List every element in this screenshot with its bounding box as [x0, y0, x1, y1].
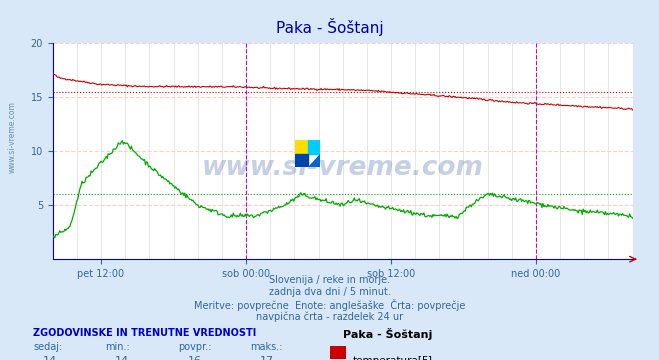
Bar [295, 154, 308, 167]
Bar [295, 140, 308, 154]
Text: Paka - Šoštanj: Paka - Šoštanj [343, 328, 432, 340]
Text: zadnja dva dni / 5 minut.: zadnja dva dni / 5 minut. [269, 287, 390, 297]
Text: www.si-vreme.com: www.si-vreme.com [202, 156, 484, 181]
Text: povpr.:: povpr.: [178, 342, 212, 352]
Text: sedaj:: sedaj: [33, 342, 62, 352]
Bar [308, 140, 320, 154]
Text: navpična črta - razdelek 24 ur: navpična črta - razdelek 24 ur [256, 311, 403, 321]
Text: Paka - Šoštanj: Paka - Šoštanj [275, 18, 384, 36]
Text: 16: 16 [187, 356, 202, 360]
Text: 14: 14 [42, 356, 57, 360]
Text: Meritve: povprečne  Enote: anglešaške  Črta: povprečje: Meritve: povprečne Enote: anglešaške Črt… [194, 299, 465, 311]
Text: 17: 17 [260, 356, 274, 360]
Text: ZGODOVINSKE IN TRENUTNE VREDNOSTI: ZGODOVINSKE IN TRENUTNE VREDNOSTI [33, 328, 256, 338]
Text: Slovenija / reke in morje.: Slovenija / reke in morje. [269, 275, 390, 285]
Text: temperatura[F]: temperatura[F] [353, 356, 432, 360]
Text: min.:: min.: [105, 342, 130, 352]
Text: maks.:: maks.: [250, 342, 283, 352]
Polygon shape [308, 154, 320, 167]
Text: www.si-vreme.com: www.si-vreme.com [8, 101, 17, 173]
Text: 14: 14 [115, 356, 129, 360]
